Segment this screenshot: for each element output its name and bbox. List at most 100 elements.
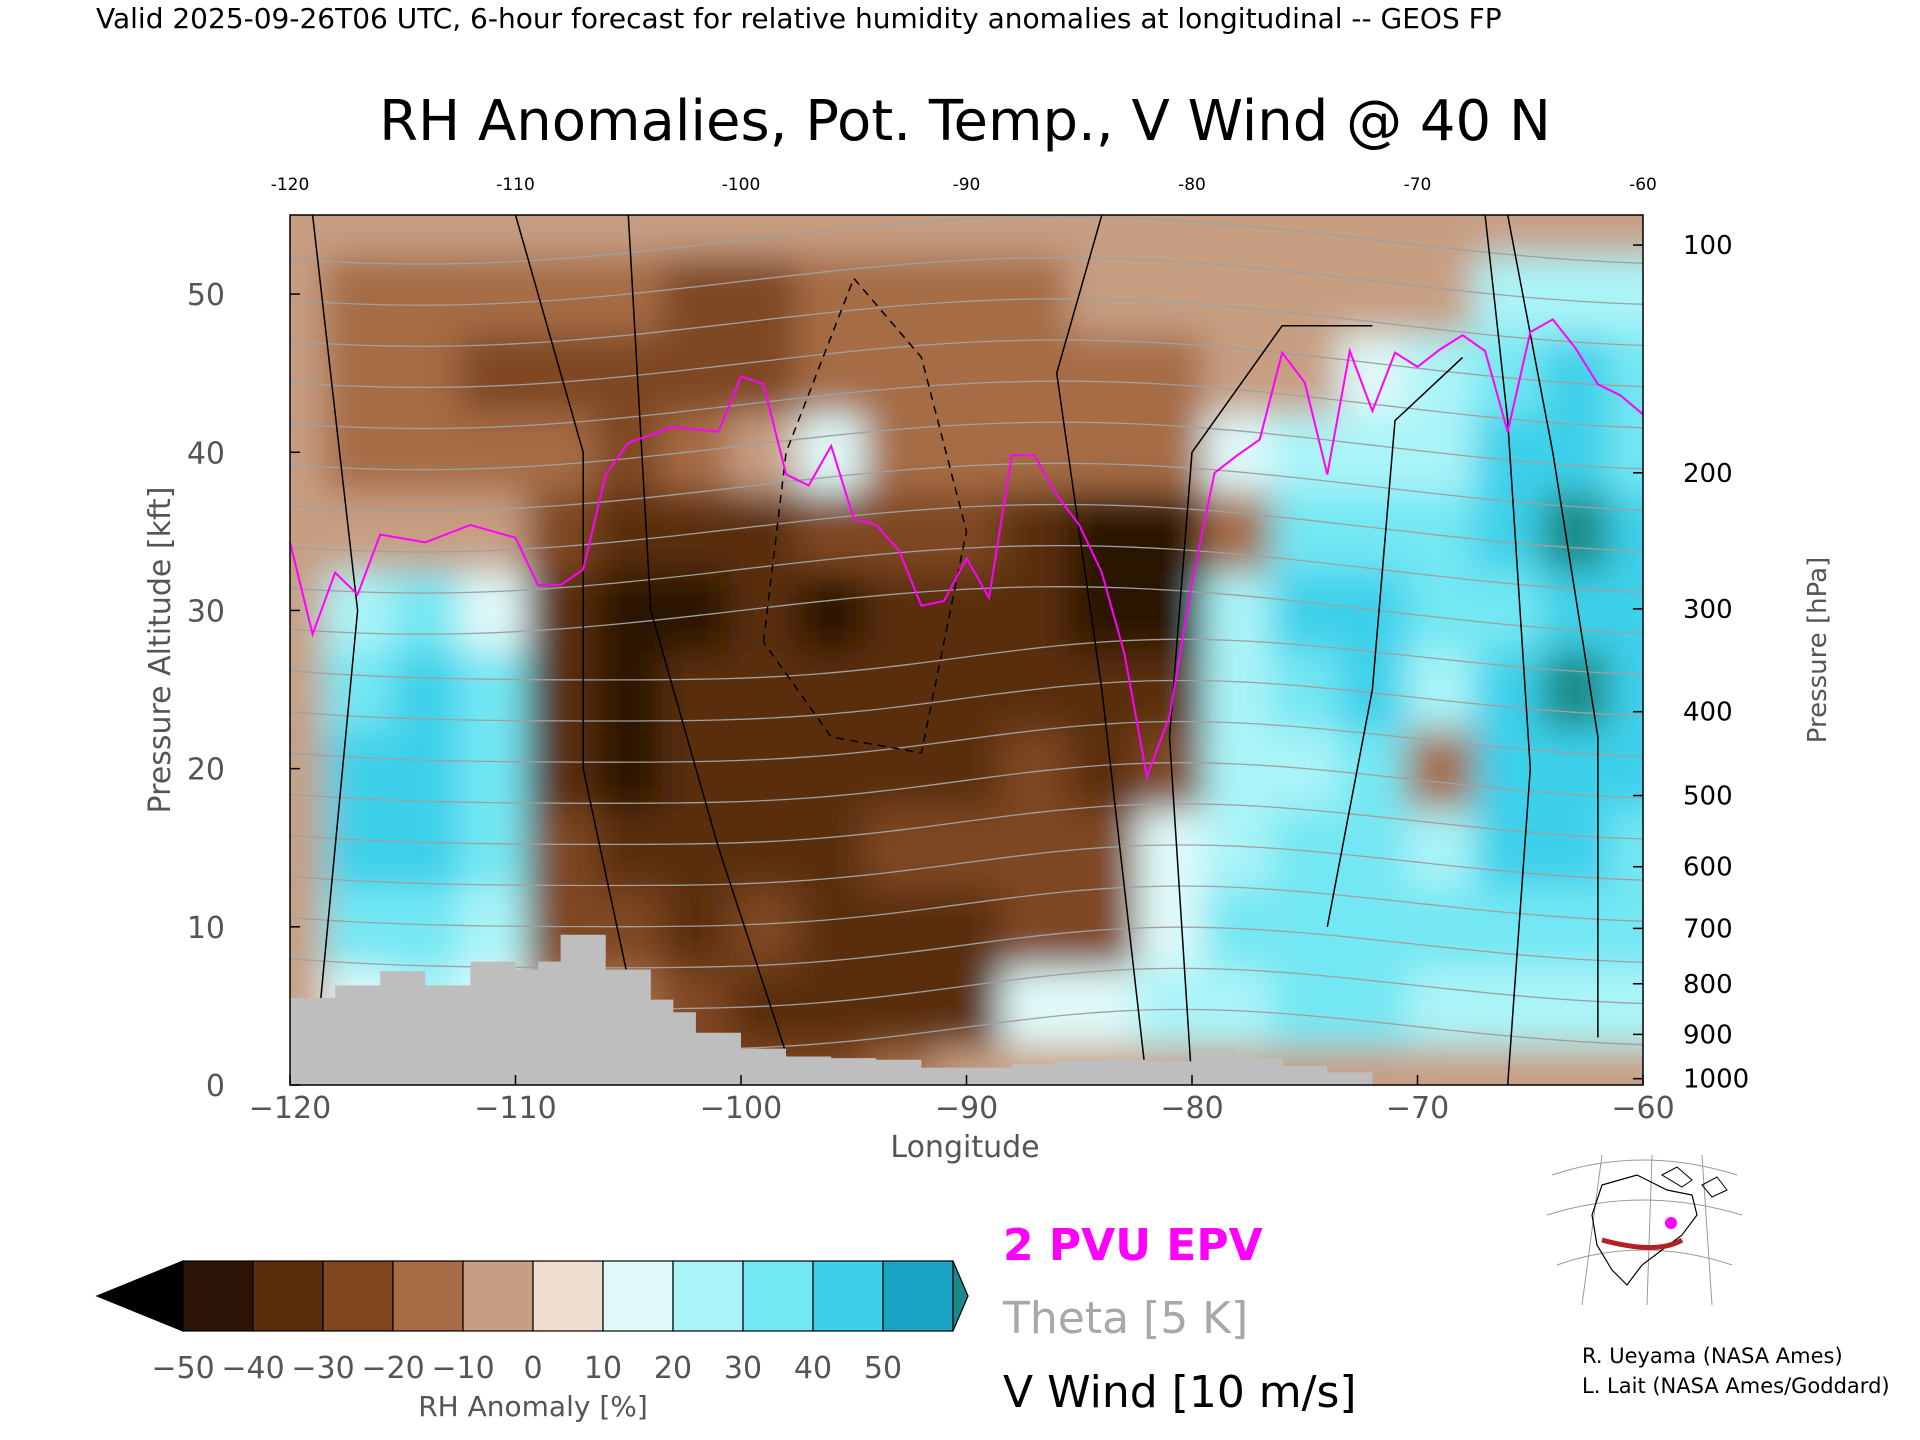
heatmap-cell xyxy=(1000,966,1069,1047)
heatmap-cell xyxy=(1067,215,1137,256)
heatmap-cell xyxy=(865,254,934,335)
heatmap-cell xyxy=(290,808,325,889)
heatmap-cell xyxy=(391,412,461,493)
terrain xyxy=(290,934,1373,1085)
colorbar-tick-label: 20 xyxy=(654,1351,692,1386)
heatmap-cell xyxy=(1067,333,1137,414)
heatmap-cell xyxy=(1270,570,1340,651)
heatmap-cell xyxy=(1541,650,1611,731)
heatmap-cell xyxy=(290,333,325,414)
theta-contour xyxy=(290,462,1643,512)
heatmap-cell xyxy=(1609,254,1643,335)
heatmap-cell xyxy=(1406,254,1475,335)
heatmap-cell xyxy=(1203,412,1272,493)
heatmap-cell xyxy=(1406,887,1475,968)
pressure-tick-label: 500 xyxy=(1683,782,1733,812)
heatmap-cell xyxy=(662,215,731,256)
rh-anomaly-heatmap xyxy=(290,215,1643,1085)
heatmap-cell xyxy=(1270,333,1340,414)
heatmap-cell xyxy=(1406,650,1475,731)
heatmap-cell xyxy=(662,887,731,968)
heatmap-cell xyxy=(1338,570,1408,651)
credit-2: L. Lait (NASA Ames/Goddard) xyxy=(1582,1374,1890,1398)
heatmap-cell xyxy=(1067,491,1137,572)
theta-contour xyxy=(290,720,1643,763)
heatmap-cell xyxy=(1000,333,1069,414)
theta-contour xyxy=(290,679,1643,722)
pressure-tick-label: 800 xyxy=(1683,970,1733,1000)
heatmap-cell xyxy=(1270,254,1340,335)
heatmap-cell xyxy=(865,491,934,572)
heatmap-cell xyxy=(1135,491,1205,572)
theta-contour xyxy=(290,544,1643,594)
heatmap-cell xyxy=(526,215,596,256)
v-wind-contour xyxy=(514,215,652,1085)
theta-contour xyxy=(290,844,1643,887)
heatmap-cell xyxy=(391,491,461,572)
heatmap-cell xyxy=(391,215,461,256)
heatmap-cell xyxy=(932,887,1002,968)
heatmap-cell xyxy=(797,570,867,651)
locator-map xyxy=(1542,1154,1743,1306)
heatmap-cell xyxy=(391,729,461,810)
theta-contour xyxy=(290,638,1643,681)
x-tick-label: −80 xyxy=(1160,1091,1223,1126)
pv-2pvu-line xyxy=(290,318,1643,781)
colorbar-tick-label: 50 xyxy=(864,1351,902,1386)
heatmap-cell xyxy=(1067,729,1137,810)
heatmap-cell xyxy=(1609,808,1643,889)
heatmap-cell xyxy=(1609,887,1643,968)
heatmap-cell xyxy=(932,808,1002,889)
heatmap-cell xyxy=(323,215,393,256)
heatmap-cell xyxy=(290,650,325,731)
heatmap-cell xyxy=(1473,966,1543,1047)
heatmap-cell xyxy=(662,333,731,414)
heatmap-cell xyxy=(391,254,461,335)
heatmap-cell xyxy=(323,808,393,889)
heatmap-cell xyxy=(459,412,528,493)
theta-contour xyxy=(290,503,1643,553)
y-axis-kft: 0 10 20 30 40 50 xyxy=(187,278,300,1104)
colorbar-label: RH Anomaly [%] xyxy=(418,1390,648,1423)
y-axis-label-right: Pressure [hPa] xyxy=(1803,557,1833,744)
pressure-tick-label: 700 xyxy=(1683,914,1733,944)
heatmap-cell xyxy=(932,215,1002,256)
heatmap-cell xyxy=(1473,650,1543,731)
heatmap-cell xyxy=(1541,254,1611,335)
heatmap-cell xyxy=(797,333,867,414)
heatmap-cell xyxy=(1338,729,1408,810)
v-wind-contours xyxy=(311,215,1599,1085)
heatmap-cell xyxy=(1473,254,1543,335)
heatmap-cell xyxy=(1541,1045,1611,1085)
heatmap-cell xyxy=(1406,491,1475,572)
heatmap-cell xyxy=(797,808,867,889)
heatmap-cell xyxy=(1473,333,1543,414)
validity-line: Valid 2025-09-26T06 UTC, 6-hour forecast… xyxy=(96,2,1502,35)
v-wind-contour xyxy=(1484,215,1532,1085)
heatmap-cell xyxy=(1541,570,1611,651)
colorbar-tick-label: 40 xyxy=(794,1351,832,1386)
colorbar-tick-label: 10 xyxy=(584,1351,622,1386)
heatmap-cell xyxy=(1270,215,1340,256)
heatmap-cell xyxy=(526,254,596,335)
v-wind-contour xyxy=(627,215,787,1054)
x-axis: −120 −110 −100 −90 −80 −70 −60 xyxy=(249,1075,1675,1126)
colorbar-swatch xyxy=(672,1260,744,1332)
pressure-tick-label: 300 xyxy=(1683,595,1733,625)
heatmap-cell xyxy=(1609,966,1643,1047)
colorbar-swatch xyxy=(392,1260,464,1332)
credit-1: R. Ueyama (NASA Ames) xyxy=(1582,1344,1843,1368)
heatmap-cell xyxy=(662,650,731,731)
heatmap-cell xyxy=(323,491,393,572)
theta-contour xyxy=(290,380,1643,430)
theta-contour xyxy=(290,762,1643,804)
theta-contour xyxy=(290,298,1643,347)
heatmap-cell xyxy=(729,412,799,493)
heatmap-cell xyxy=(1203,491,1272,572)
colorbar-swatch xyxy=(742,1260,814,1332)
pressure-tick-label: 1000 xyxy=(1683,1065,1749,1095)
heatmap-cell xyxy=(1406,808,1475,889)
heatmap-cell xyxy=(797,491,867,572)
heatmap-cell xyxy=(729,333,799,414)
heatmap-cell xyxy=(459,887,528,968)
